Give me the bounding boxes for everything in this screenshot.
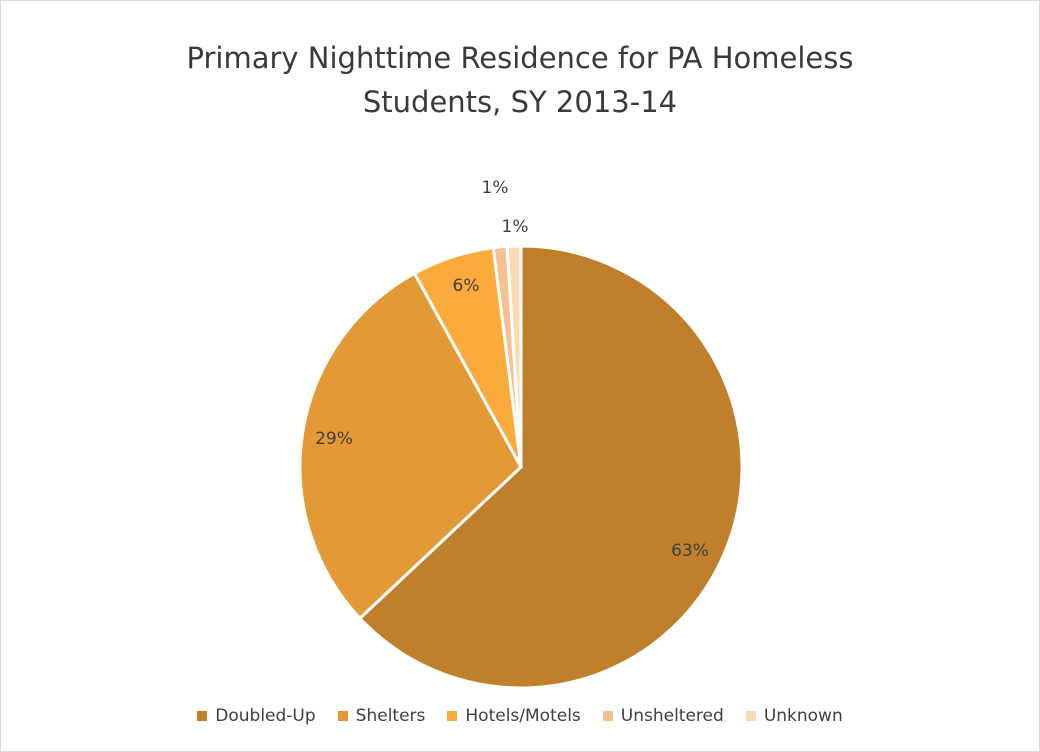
data-label-hotels-motels: 6% [453,276,480,296]
legend-label: Doubled-Up [215,706,316,726]
legend: Doubled-Up Shelters Hotels/Motels Unshelter… [0,706,1040,726]
legend-swatch [745,711,756,721]
legend-label: Hotels/Motels [465,706,581,726]
legend-item-shelters: Shelters [337,706,426,726]
legend-item-unsheltered: Unsheltered [602,706,724,726]
legend-swatch [447,711,458,721]
legend-swatch [337,711,348,721]
legend-swatch [602,711,613,721]
pie-slices [298,244,744,690]
legend-item-hotels-motels: Hotels/Motels [447,706,581,726]
chart-title-line-2: Students, SY 2013-14 [362,85,678,119]
chart-title-line-1: Primary Nighttime Residence for PA Homel… [186,41,854,75]
legend-item-unknown: Unknown [745,706,843,726]
pie-slice-shelters [298,271,523,621]
data-label-unknown: 1% [502,217,529,237]
pie-data-labels: 63% 29% 6% 1% 1% [315,178,709,561]
legend-label: Unknown [763,706,843,726]
legend-swatch [197,711,208,721]
legend-label: Unsheltered [620,706,724,726]
chart-title: Primary Nighttime Residence for PA Homel… [0,36,1040,124]
data-label-doubled-up: 63% [671,541,709,561]
legend-item-doubled-up: Doubled-Up [197,706,316,726]
pie-slice-doubled-up [357,244,744,690]
data-label-unsheltered: 1% [482,178,509,198]
legend-label: Shelters [355,706,426,726]
pie-slice-unknown [505,244,523,468]
data-label-shelters: 29% [315,429,353,449]
